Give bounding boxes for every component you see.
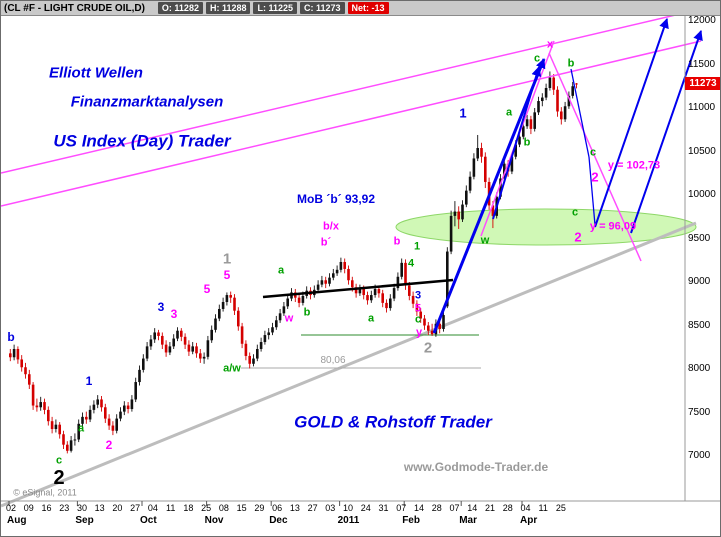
trend-line xyxy=(548,52,642,262)
net-change-value: Net: -13 xyxy=(347,2,389,14)
open-value: O: 11282 xyxy=(157,2,203,14)
projection-arrow xyxy=(492,66,542,220)
candles xyxy=(9,71,578,454)
trend-line xyxy=(570,68,590,158)
trend-line xyxy=(1,8,702,174)
trend-line xyxy=(262,278,454,299)
projection-arrow xyxy=(432,58,546,334)
window-title: (CL #F - LIGHT CRUDE OIL,D) xyxy=(4,2,145,14)
low-value: L: 11225 xyxy=(253,2,298,14)
projection-arrow xyxy=(630,30,703,234)
close-value: C: 11273 xyxy=(300,2,345,14)
trend-line xyxy=(1,221,697,508)
projection-arrow xyxy=(594,18,669,228)
title-bar[interactable]: (CL #F - LIGHT CRUDE OIL,D) O: 11282 H: … xyxy=(1,1,720,16)
trend-line xyxy=(1,40,702,207)
support-zone xyxy=(395,208,697,246)
trend-line xyxy=(588,156,596,226)
high-value: H: 11288 xyxy=(205,2,251,14)
